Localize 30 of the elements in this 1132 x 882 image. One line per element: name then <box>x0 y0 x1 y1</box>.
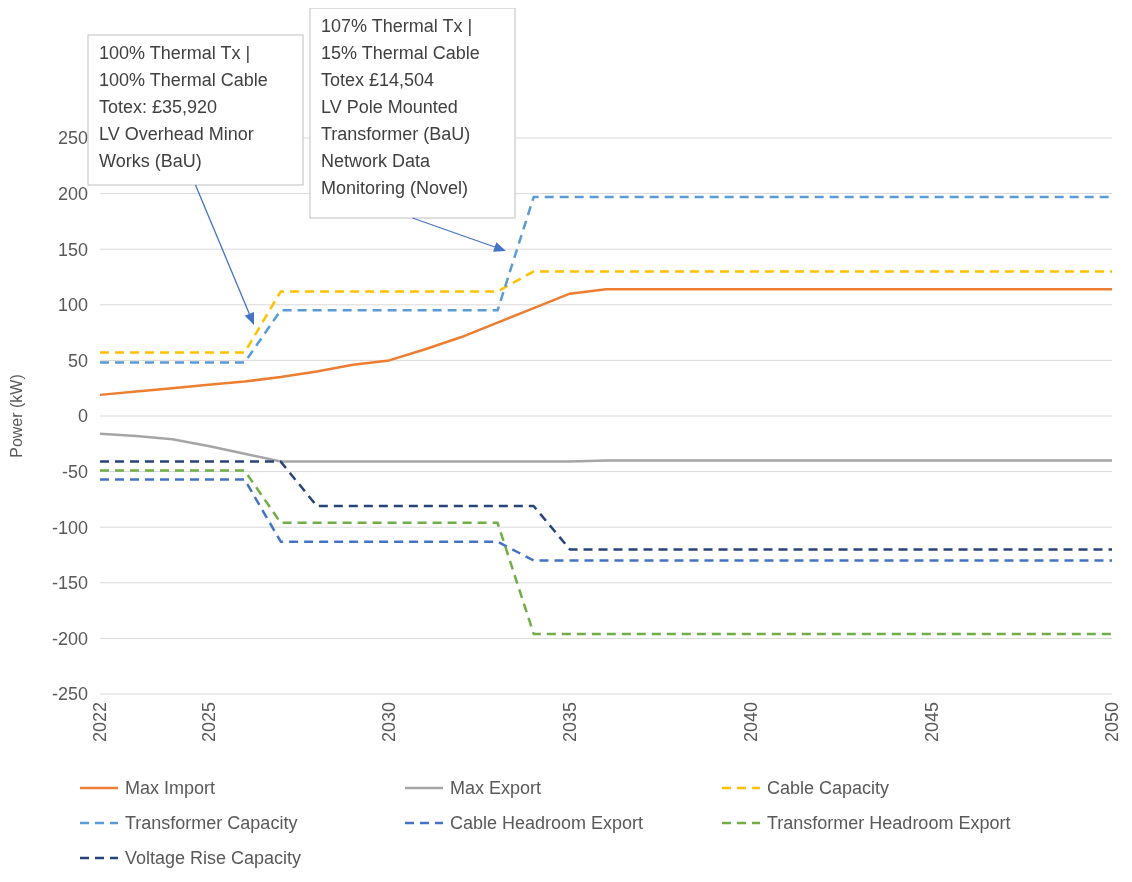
annotation: 100% Thermal Tx | 100% Thermal Cable Totex: £35,920 LV Overhead Minor Works (BaU) <box>99 43 268 171</box>
y-tick-label: -250 <box>51 684 88 705</box>
y-tick-label: 50 <box>67 350 88 371</box>
x-tick-label: 2030 <box>379 702 400 743</box>
x-tick-label: 2050 <box>1102 702 1123 743</box>
line-series <box>98 287 1114 397</box>
legend-label: Transformer Headroom Export <box>767 813 1011 833</box>
y-axis-title: Power (kW) <box>8 374 25 458</box>
legend-label: Cable Headroom Export <box>450 813 644 833</box>
y-tick-label: 150 <box>57 239 88 260</box>
legend-label: Cable Capacity <box>767 778 890 798</box>
y-tick-label: -50 <box>61 461 88 482</box>
y-tick-label: -150 <box>51 573 88 594</box>
y-tick-label: 100 <box>57 295 88 316</box>
x-tick-label: 2045 <box>921 702 942 743</box>
y-tick-label: -200 <box>51 628 88 649</box>
x-tick-label: 2040 <box>740 702 761 743</box>
y-tick-label: -100 <box>51 517 88 538</box>
legend-label: Max Import <box>125 778 216 798</box>
legend-label: Max Export <box>450 778 542 798</box>
y-tick-label: 200 <box>57 183 88 204</box>
line-series <box>98 432 1114 463</box>
legend-label: Transformer Capacity <box>125 813 298 833</box>
y-tick-label: 250 <box>57 128 88 149</box>
x-tick-label: 2025 <box>198 702 219 743</box>
annotation: 107% Thermal Tx | 15% Thermal Cable Totex £14,504 LV Pole Mounted Transformer (BaU) Network Data Monitoring (Novel) <box>321 16 480 198</box>
x-tick-label: 2022 <box>90 702 111 743</box>
y-tick-label: 0 <box>77 406 88 427</box>
x-tick-label: 2035 <box>560 702 581 743</box>
legend-label: Voltage Rise Capacity <box>125 848 302 868</box>
